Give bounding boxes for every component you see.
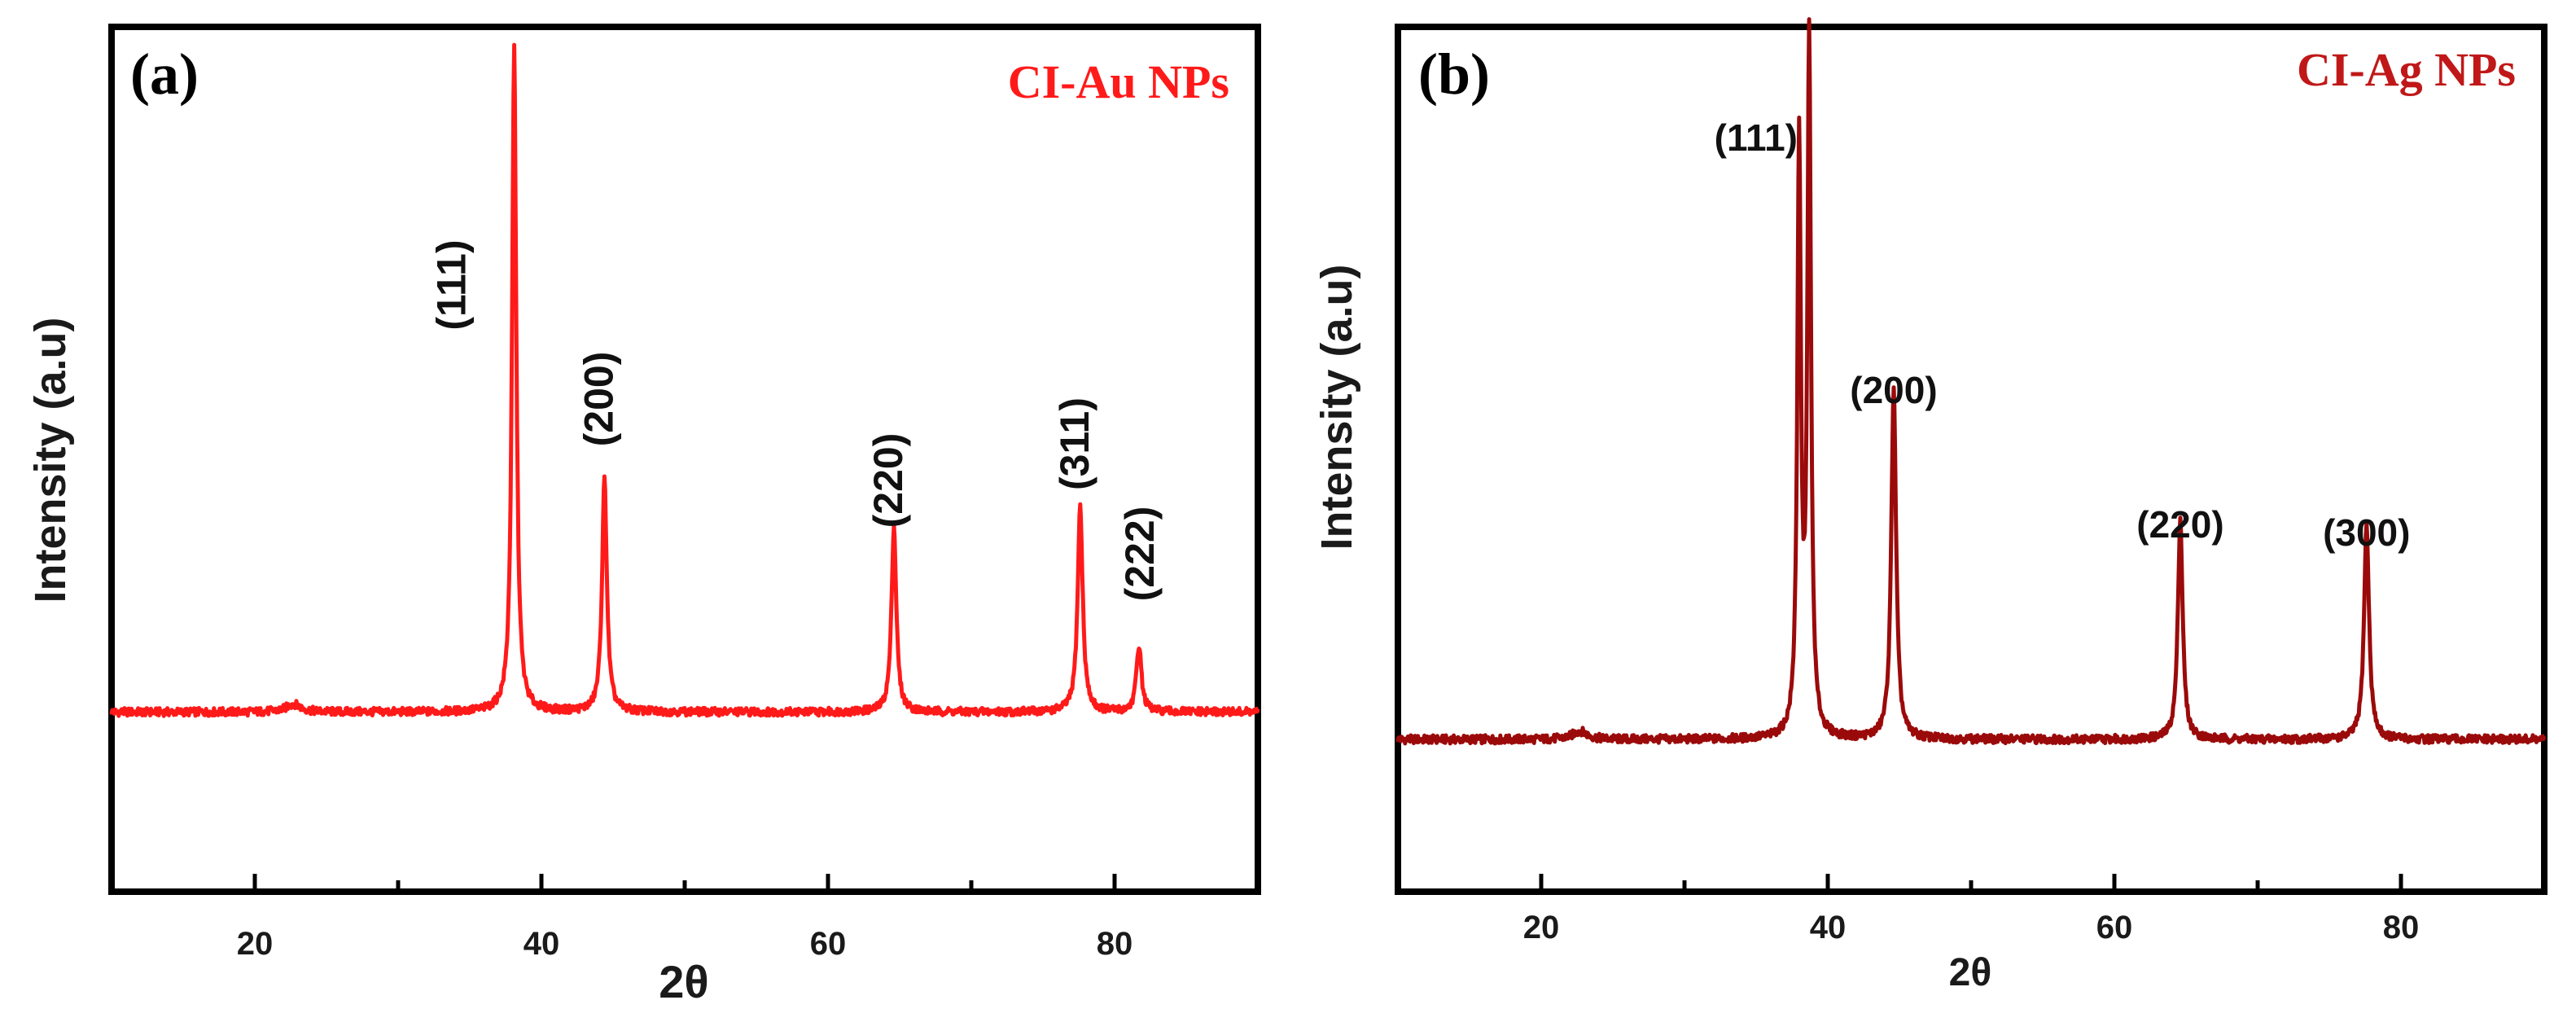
panel-a-x-tick-labels: 20 40 60 80 bbox=[237, 926, 1133, 962]
x-tick-label: 40 bbox=[524, 926, 560, 962]
peak-label: (200) bbox=[576, 352, 621, 447]
peak-label: (220) bbox=[2136, 503, 2223, 546]
panel-b-x-axis-label: 2θ bbox=[1949, 951, 1992, 994]
panel-a-peak-labels: (111) (200) (220) (311) (222) bbox=[429, 239, 1163, 601]
panel-b-peak-labels: (111) (200) (220) (300) bbox=[1715, 116, 2411, 554]
panel-a-x-axis-label: 2θ bbox=[659, 956, 708, 1007]
peak-label: (220) bbox=[865, 433, 911, 529]
peak-label: (311) bbox=[1052, 397, 1097, 490]
panel-a-x-ticks bbox=[109, 874, 1260, 892]
x-tick-label: 40 bbox=[1810, 910, 1847, 945]
x-tick-label: 80 bbox=[2383, 910, 2420, 945]
x-tick-label: 80 bbox=[1097, 926, 1133, 962]
panel-b-frame bbox=[1395, 24, 2548, 895]
panel-a: (a) CI-Au NPs 20 40 60 80 (111) (200) (220) (3… bbox=[26, 24, 1261, 1007]
x-tick-label: 60 bbox=[2096, 910, 2133, 945]
peak-label: (222) bbox=[1117, 507, 1163, 602]
panel-b-sample-title: CI-Ag NPs bbox=[2297, 43, 2516, 96]
x-tick-label: 20 bbox=[237, 926, 274, 962]
panel-b: (b) CI-Ag NPs 20 40 60 80 (111) (200) (220) (3… bbox=[1312, 17, 2548, 994]
peak-label: (111) bbox=[429, 239, 475, 330]
peak-label: (200) bbox=[1850, 369, 1937, 411]
x-tick-label: 60 bbox=[810, 926, 847, 962]
panel-b-x-ticks bbox=[1395, 874, 2547, 892]
panel-a-label: (a) bbox=[130, 42, 199, 107]
panel-b-x-tick-labels: 20 40 60 80 bbox=[1523, 910, 2420, 945]
peak-label: (300) bbox=[2323, 511, 2410, 554]
peak-label: (111) bbox=[1715, 116, 1798, 159]
panel-b-y-axis-label: Intensity (a.u) bbox=[1312, 264, 1361, 550]
panel-b-label: (b) bbox=[1418, 42, 1490, 107]
panel-a-y-axis-label: Intensity (a.u) bbox=[26, 317, 75, 603]
panel-a-series-line bbox=[109, 42, 1260, 718]
panel-b-series-line bbox=[1395, 17, 2547, 746]
x-tick-label: 20 bbox=[1523, 910, 1560, 945]
panel-a-sample-title: CI-Au NPs bbox=[1008, 55, 1229, 108]
